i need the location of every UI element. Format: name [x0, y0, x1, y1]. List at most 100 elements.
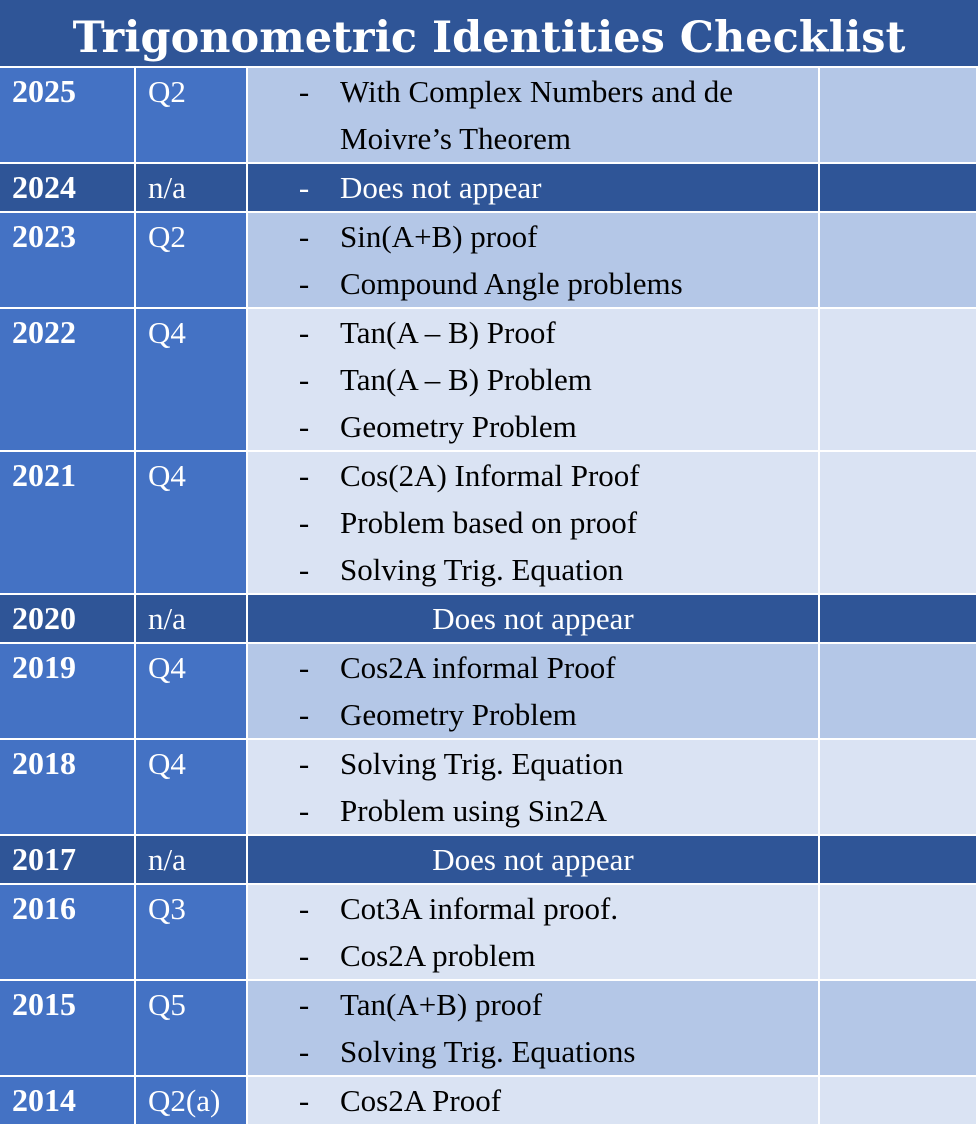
topic-text: Tan(A – B) Proof [340, 315, 556, 350]
question-cell: Q4 [136, 452, 248, 593]
check-cell [820, 213, 978, 307]
topic-text: Moivre’s Theorem [340, 121, 572, 156]
bullet-dash: - [298, 409, 310, 444]
check-cell [820, 836, 978, 883]
topics-cell: - Cot3A informal proof. - Cos2A problem [248, 885, 820, 979]
list-item: - Cos2A problem [248, 932, 818, 979]
year-cell: 2016 [0, 885, 136, 979]
bullet-dash: - [298, 987, 310, 1022]
topics-cell: - Sin(A+B) proof - Compound Angle problems [248, 213, 820, 307]
year-cell: 2017 [0, 836, 136, 883]
bullet-dash: - [298, 697, 310, 732]
list-item: - Tan(A – B) Problem [248, 356, 818, 403]
topic-text: Solving Trig. Equations [340, 1034, 636, 1069]
question-cell: n/a [136, 164, 248, 211]
list-item: - Geometry Problem [248, 691, 818, 738]
check-cell [820, 309, 978, 450]
question-cell: Q2 [136, 68, 248, 162]
list-item: - Tan(A – B) Proof [248, 309, 818, 356]
topic-text: Cos2A Proof [340, 1083, 502, 1118]
year-cell: 2022 [0, 309, 136, 450]
table-row: 2019 Q4 - Cos2A informal Proof - Geometry … [0, 644, 980, 740]
table-row: 2025 Q2 - With Complex Numbers and de Moi… [0, 68, 980, 164]
bullet-dash: - [298, 891, 310, 926]
list-item: - Sin(A+B) proof [248, 213, 818, 260]
table-row: 2014 Q2(a) - Cos2A Proof [0, 1077, 980, 1126]
question-cell: Q2(a) [136, 1077, 248, 1124]
bullet-dash: - [298, 650, 310, 685]
year-cell: 2018 [0, 740, 136, 834]
bullet-dash: - [298, 746, 310, 781]
list-item: - Compound Angle problems [248, 260, 818, 307]
bullet-dash: - [298, 1034, 310, 1069]
check-cell [820, 981, 978, 1075]
check-cell [820, 644, 978, 738]
topics-cell: - Cos(2A) Informal Proof - Problem based o… [248, 452, 820, 593]
topic-text: Compound Angle problems [340, 266, 683, 301]
topic-text: Geometry Problem [340, 409, 577, 444]
check-cell [820, 68, 978, 162]
check-cell [820, 740, 978, 834]
list-item: - Cot3A informal proof. [248, 885, 818, 932]
topic-text: Cos2A problem [340, 938, 536, 973]
table-row: 2018 Q4 - Solving Trig. Equation - Problem… [0, 740, 980, 836]
topic-text: Tan(A+B) proof [340, 987, 543, 1022]
list-item: - Tan(A+B) proof [248, 981, 818, 1028]
topic-text: Cos2A informal Proof [340, 650, 616, 685]
bullet-dash: - [298, 362, 310, 397]
topics-cell: - Solving Trig. Equation - Problem using S… [248, 740, 820, 834]
check-cell [820, 595, 978, 642]
bullet-dash: - [298, 552, 310, 587]
table-row: 2020 n/a Does not appear [0, 595, 980, 644]
topic-text: Solving Trig. Equation [340, 552, 624, 587]
year-cell: 2023 [0, 213, 136, 307]
year-cell: 2015 [0, 981, 136, 1075]
bullet-dash: - [298, 219, 310, 254]
table-row: 2024 n/a - Does not appear [0, 164, 980, 213]
bullet-dash: - [298, 505, 310, 540]
table-row: 2017 n/a Does not appear [0, 836, 980, 885]
question-cell: Q5 [136, 981, 248, 1075]
page-title: Trigonometric Identities Checklist [0, 0, 978, 68]
topics-cell: Does not appear [248, 836, 820, 883]
year-cell: 2014 [0, 1077, 136, 1124]
list-item: - With Complex Numbers and de [248, 68, 818, 115]
list-item: - Does not appear [248, 164, 818, 211]
bullet-dash: - [298, 315, 310, 350]
topics-cell: - With Complex Numbers and de Moivre’s Th… [248, 68, 820, 162]
check-cell [820, 164, 978, 211]
list-item: - Solving Trig. Equation [248, 740, 818, 787]
bullet-dash: - [298, 74, 310, 109]
year-cell: 2021 [0, 452, 136, 593]
list-item: Moivre’s Theorem [248, 115, 818, 162]
bullet-dash: - [298, 266, 310, 301]
topic-text: Geometry Problem [340, 697, 577, 732]
check-cell [820, 452, 978, 593]
question-cell: n/a [136, 836, 248, 883]
table-row: 2021 Q4 - Cos(2A) Informal Proof - Problem… [0, 452, 980, 595]
bullet-dash: - [298, 793, 310, 828]
year-cell: 2020 [0, 595, 136, 642]
table-row: 2023 Q2 - Sin(A+B) proof - Compound Angle … [0, 213, 980, 309]
topic-text: Cot3A informal proof. [340, 891, 619, 926]
topics-cell: - Tan(A+B) proof - Solving Trig. Equations [248, 981, 820, 1075]
list-item: - Solving Trig. Equation [248, 546, 818, 593]
topic-text: Sin(A+B) proof [340, 219, 538, 254]
question-cell: Q4 [136, 740, 248, 834]
question-cell: Q3 [136, 885, 248, 979]
year-cell: 2025 [0, 68, 136, 162]
list-item: - Problem using Sin2A [248, 787, 818, 834]
topics-cell: - Cos2A Proof [248, 1077, 820, 1124]
topic-text: Does not appear [340, 170, 542, 205]
question-cell: n/a [136, 595, 248, 642]
topics-cell: Does not appear [248, 595, 820, 642]
list-item: - Cos2A informal Proof [248, 644, 818, 691]
list-item: - Cos(2A) Informal Proof [248, 452, 818, 499]
topics-cell: - Cos2A informal Proof - Geometry Problem [248, 644, 820, 738]
list-item: - Cos2A Proof [248, 1077, 818, 1124]
check-cell [820, 1077, 978, 1124]
topic-text: Problem based on proof [340, 505, 638, 540]
check-cell [820, 885, 978, 979]
list-item: - Geometry Problem [248, 403, 818, 450]
